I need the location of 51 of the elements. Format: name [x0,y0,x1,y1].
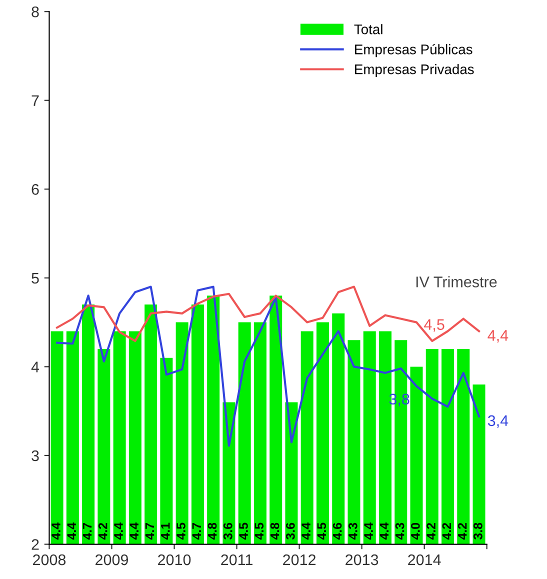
data-label: 4.4 [114,522,123,540]
annotation: 4,4 [488,330,508,343]
data-label: 4.4 [364,522,373,540]
legend-label: Empresas Públicas [355,44,472,58]
y-tick-label: 4 [31,362,40,372]
data-label: 4.4 [52,522,60,540]
data-label: 4.5 [239,522,248,540]
data-label: 4.5 [317,522,326,540]
data-label: 4.5 [176,522,186,540]
data-label: 4.4 [67,522,76,540]
data-label: 4.4 [380,522,388,540]
x-tick-label: 2013 [346,554,378,566]
line-series [56,286,480,342]
data-label: 4.0 [411,522,420,540]
data-label: 4.4 [130,522,138,540]
legend-label: Empresas Privadas [355,64,474,77]
y-tick-label: 2 [32,539,39,550]
legend-label: Total [354,24,382,34]
data-label: 4.2 [98,522,108,540]
y-tick-label: 5 [32,272,39,284]
y-tick-label: 8 [32,6,39,18]
data-label: 4.8 [270,522,280,540]
data-label: 4.2 [442,522,451,540]
data-label: 3.6 [286,522,295,540]
data-label: 4.7 [82,522,92,540]
data-label: 4.8 [208,522,217,540]
y-tick-label: 7 [32,95,39,106]
x-tick-label: 2008 [33,554,66,566]
x-tick-label: 2012 [283,554,316,566]
data-label: 3.8 [474,522,482,540]
x-tick-label: 2011 [221,554,252,566]
data-label: 3.6 [223,522,232,540]
y-tick-label: 3 [32,450,39,462]
data-label: 4.3 [395,522,404,540]
line-series [56,286,480,447]
x-tick-label: 2014 [408,554,441,566]
data-label: 4.7 [145,522,154,540]
data-label: 4.3 [348,522,358,540]
annotation: 3,4 [488,415,508,428]
data-label: 4.6 [332,522,342,540]
x-tick-label: 2010 [158,554,191,566]
data-label: 4.1 [161,522,170,540]
data-label: 4.5 [254,522,264,540]
data-label: 4.7 [192,522,201,540]
y-tick-label: 6 [32,184,39,195]
annotation: 4,5 [424,319,444,332]
annotation: IV Trimestre [416,276,497,288]
data-label: 4.4 [302,522,310,540]
x-tick-label: 2009 [96,554,128,566]
data-label: 4.2 [426,522,436,540]
data-label: 4.2 [458,522,467,540]
